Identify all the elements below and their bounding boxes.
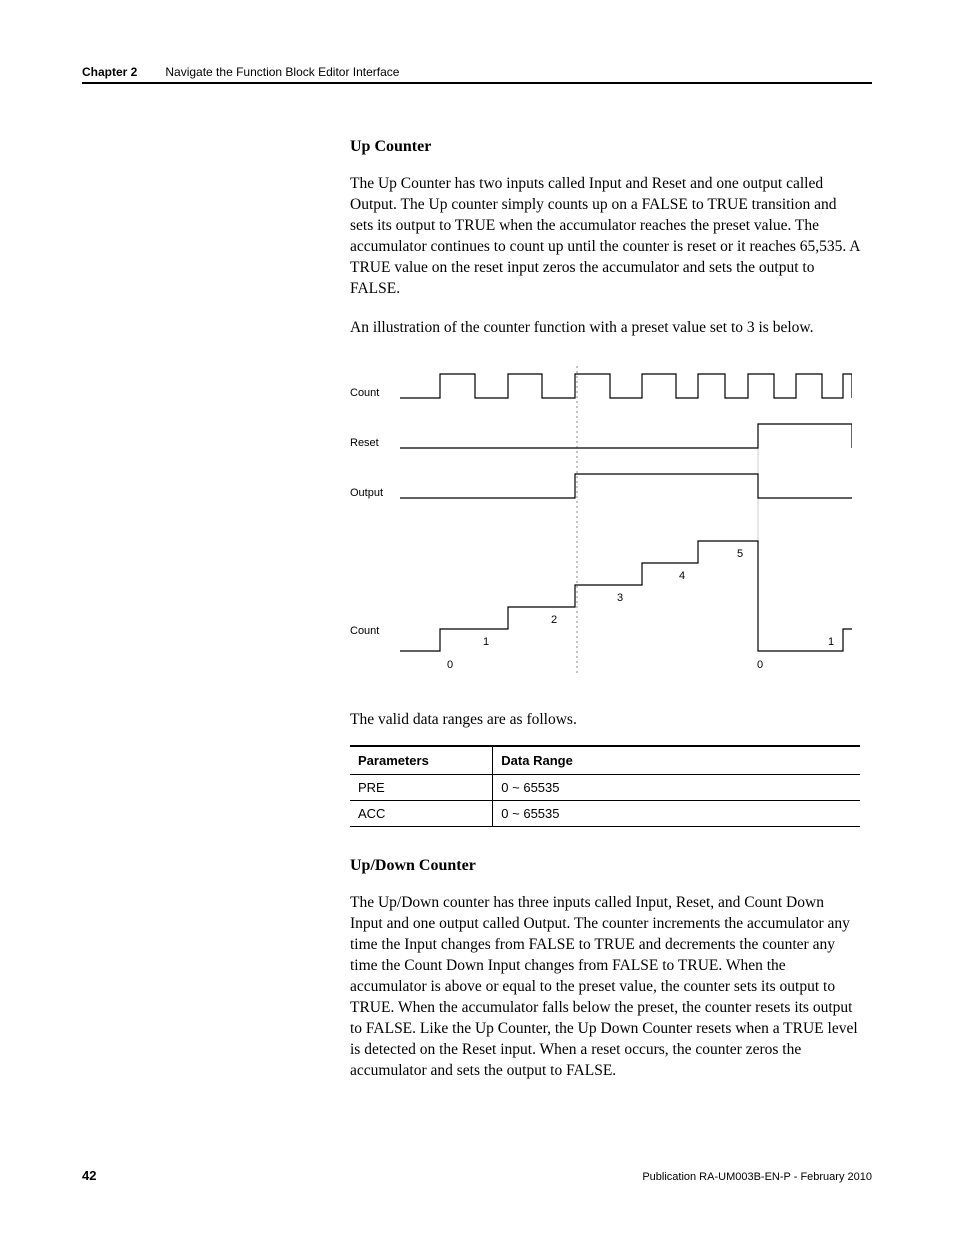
svg-text:Count: Count [350, 387, 379, 399]
svg-text:3: 3 [617, 592, 623, 604]
svg-text:1: 1 [828, 636, 834, 648]
updown-counter-para1: The Up/Down counter has three inputs cal… [350, 893, 860, 1081]
svg-text:Count: Count [350, 625, 379, 637]
up-counter-para2: An illustration of the counter function … [350, 318, 860, 339]
up-counter-para1: The Up Counter has two inputs called Inp… [350, 174, 860, 300]
svg-text:0: 0 [757, 659, 763, 671]
header-rule [82, 82, 872, 84]
section-title-up-counter: Up Counter [350, 138, 860, 156]
timing-diagram: Count Reset Output Count 0 1 2 3 4 5 0 1 [350, 356, 860, 689]
cell-range: 0 ~ 65535 [493, 775, 860, 801]
table-row: PRE 0 ~ 65535 [350, 775, 860, 801]
svg-text:0: 0 [447, 659, 453, 671]
range-header-range: Data Range [493, 746, 860, 775]
publication-info: Publication RA-UM003B-EN-P - February 20… [642, 1171, 872, 1183]
section-title-updown-counter: Up/Down Counter [350, 857, 860, 875]
table-row: ACC 0 ~ 65535 [350, 801, 860, 827]
svg-text:Output: Output [350, 487, 383, 499]
range-header-param: Parameters [350, 746, 493, 775]
chapter-title: Navigate the Function Block Editor Inter… [165, 65, 399, 79]
cell-param: PRE [350, 775, 493, 801]
svg-text:1: 1 [483, 636, 489, 648]
page-number: 42 [82, 1168, 96, 1183]
chapter-label: Chapter 2 [82, 65, 137, 79]
svg-text:4: 4 [679, 570, 685, 582]
svg-text:2: 2 [551, 614, 557, 626]
svg-text:Reset: Reset [350, 437, 379, 449]
range-intro: The valid data ranges are as follows. [350, 711, 860, 729]
cell-param: ACC [350, 801, 493, 827]
cell-range: 0 ~ 65535 [493, 801, 860, 827]
svg-text:5: 5 [737, 548, 743, 560]
range-table: Parameters Data Range PRE 0 ~ 65535 ACC … [350, 745, 860, 827]
